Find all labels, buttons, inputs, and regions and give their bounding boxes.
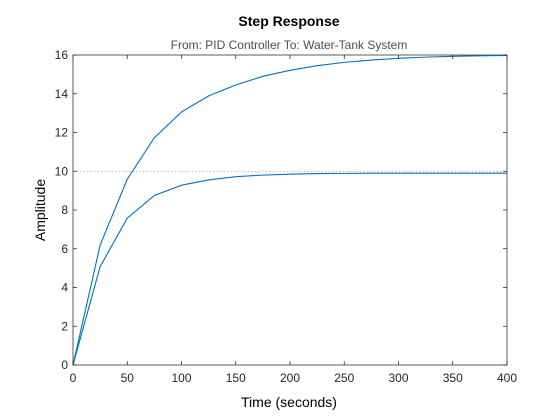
y-tick-label: 6 [61, 242, 68, 256]
y-tick-label: 12 [55, 126, 69, 140]
tick-group: 0 50 100 150 200 250 300 350 400 0 2 4 6 8 10 12 14 16 [55, 48, 518, 385]
x-tick-label: 400 [497, 371, 517, 385]
x-tick-label: 200 [280, 371, 300, 385]
x-tick-label: 0 [70, 371, 77, 385]
step-response-series-2 [72, 172, 507, 366]
y-tick-label: 0 [61, 358, 68, 372]
y-tick-label: 2 [61, 319, 68, 333]
step-response-series-1 [72, 54, 508, 366]
y-axis-label: Amplitude [32, 179, 48, 241]
x-tick-label: 150 [226, 371, 246, 385]
series-group [72, 54, 508, 366]
y-tick-label: 4 [61, 281, 68, 295]
plot-area: 0 50 100 150 200 250 300 350 400 0 2 4 6 8 10 12 14 16 [55, 48, 518, 385]
x-axis-label: Time (seconds) [241, 394, 337, 410]
x-tick-label: 50 [121, 371, 135, 385]
y-tick-label: 8 [61, 203, 68, 217]
x-tick-label: 300 [388, 371, 408, 385]
x-tick-label: 350 [443, 371, 463, 385]
y-tick-label: 10 [55, 164, 69, 178]
y-tick-label: 14 [55, 87, 69, 101]
axes-box [72, 54, 508, 366]
chart-title: Step Response [238, 13, 339, 29]
x-tick-label: 250 [334, 371, 354, 385]
chart-subtitle: From: PID Controller To: Water-Tank Syst… [171, 38, 408, 52]
x-tick-label: 100 [171, 371, 191, 385]
y-tick-label: 16 [55, 48, 69, 62]
